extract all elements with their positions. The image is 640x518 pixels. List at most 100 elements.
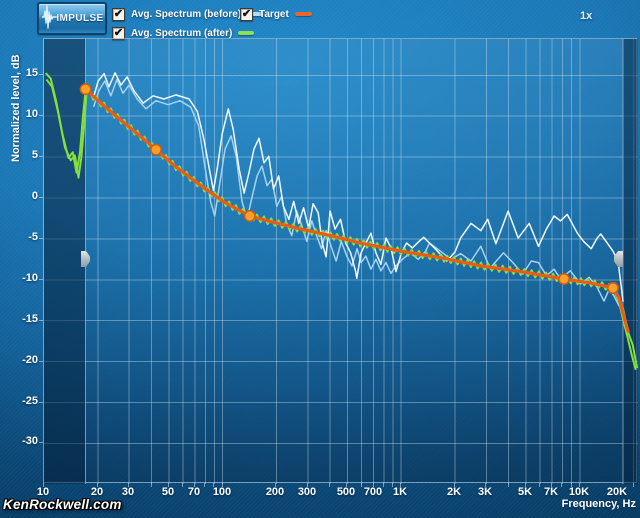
y-tick-label: -10 — [22, 272, 38, 284]
x-tick-label: 500 — [336, 486, 356, 498]
y-tick-mark — [39, 115, 43, 116]
x-tick-mark — [454, 483, 455, 487]
x-tick-mark — [508, 483, 509, 487]
target-control-point[interactable] — [79, 83, 92, 96]
y-tick-label: -25 — [22, 395, 38, 407]
x-tick-mark — [571, 483, 572, 487]
x-tick-mark — [400, 483, 401, 487]
checkmark-icon: ✔ — [113, 26, 124, 39]
x-tick-mark — [539, 483, 540, 487]
x-tick-mark — [633, 483, 634, 487]
x-tick-mark — [182, 483, 183, 487]
y-tick-label: -20 — [22, 354, 38, 366]
series-avg-spectrum-after- — [84, 89, 638, 369]
checkmark-icon: ✔ — [241, 7, 252, 20]
x-tick-mark — [383, 483, 384, 487]
excluded-frequency-band — [623, 39, 638, 484]
x-tick-mark — [561, 483, 562, 487]
x-tick-mark — [43, 483, 44, 487]
x-tick-label: 2K — [446, 486, 462, 498]
x-tick-label: 20K — [606, 486, 628, 498]
x-tick-label: 70 — [187, 486, 201, 498]
after-line-swatch — [238, 31, 255, 35]
x-tick-mark — [213, 483, 214, 487]
legend-label-target: Target — [259, 8, 289, 20]
impulse-button-label: IMPULSE — [56, 13, 104, 24]
x-tick-mark — [222, 483, 223, 487]
x-tick-mark — [329, 483, 330, 487]
spectrum-plot-canvas — [44, 39, 638, 484]
x-tick-mark — [361, 483, 362, 487]
x-axis-title: Frequency, Hz — [561, 498, 636, 510]
y-tick-mark — [39, 442, 43, 443]
y-tick-label: -15 — [22, 313, 38, 325]
impulse-button[interactable]: IMPULSE — [38, 3, 106, 34]
x-tick-label: 1K — [392, 486, 408, 498]
y-tick-label: 5 — [31, 149, 38, 161]
x-tick-label: 20 — [90, 486, 104, 498]
target-control-point[interactable] — [607, 282, 619, 294]
target-checkbox[interactable]: ✔ — [240, 7, 253, 21]
y-tick-mark — [39, 238, 43, 239]
y-tick-mark — [39, 197, 43, 198]
x-tick-label: 50 — [161, 486, 175, 498]
x-tick-mark — [551, 483, 552, 487]
before-line-swatch — [247, 12, 264, 16]
x-tick-label: 3K — [477, 486, 493, 498]
target-control-point[interactable] — [243, 210, 256, 222]
watermark: KenRockwell.com — [3, 497, 122, 512]
x-tick-label: 30 — [121, 486, 135, 498]
low-frequency-range-handle[interactable] — [81, 251, 90, 267]
y-tick-mark — [39, 279, 43, 280]
y-tick-label: -5 — [28, 231, 38, 243]
y-tick-mark — [39, 74, 43, 75]
target-line-swatch — [294, 12, 312, 16]
zoom-level-indicator: 1x — [580, 10, 593, 22]
high-frequency-range-handle[interactable] — [614, 251, 623, 267]
y-tick-mark — [39, 320, 43, 321]
x-tick-mark — [485, 483, 486, 487]
x-tick-mark — [97, 483, 98, 487]
series-avg-spectrum-before-ch2 — [92, 72, 624, 302]
target-control-point[interactable] — [150, 143, 162, 156]
y-tick-label: -30 — [22, 435, 38, 447]
y-tick-label: 0 — [31, 190, 38, 202]
x-tick-mark — [307, 483, 308, 487]
x-tick-label: 200 — [265, 486, 285, 498]
x-tick-label: 10K — [568, 486, 590, 498]
y-tick-label: 15 — [25, 67, 38, 79]
x-tick-mark — [194, 483, 195, 487]
x-tick-mark — [275, 483, 276, 487]
x-tick-mark — [525, 483, 526, 487]
x-tick-label: 100 — [212, 486, 232, 498]
x-tick-mark — [392, 483, 393, 487]
x-tick-mark — [168, 483, 169, 487]
target-control-point[interactable] — [558, 273, 570, 285]
x-tick-mark — [346, 483, 347, 487]
y-tick-mark — [39, 156, 43, 157]
y-tick-mark — [39, 402, 43, 403]
before-checkbox[interactable]: ✔ — [112, 7, 125, 21]
x-tick-label: 7K — [543, 486, 559, 498]
after-checkbox[interactable]: ✔ — [112, 26, 125, 40]
legend-item-target: ✔ Target — [240, 7, 312, 21]
x-tick-mark — [128, 483, 129, 487]
x-tick-mark — [373, 483, 374, 487]
x-tick-label: 700 — [363, 486, 383, 498]
spectrum-plot-area — [43, 38, 638, 484]
x-tick-label: 10 — [36, 486, 50, 498]
x-tick-mark — [151, 483, 152, 487]
checkmark-icon: ✔ — [113, 7, 124, 20]
legend-label-after: Avg. Spectrum (after) — [131, 27, 233, 39]
series-avg-spectrum-after-low-end-ch2 — [46, 79, 88, 179]
legend-item-before: ✔ Avg. Spectrum (before) — [112, 7, 264, 21]
x-tick-label: 5K — [517, 486, 533, 498]
legend-item-after: ✔ Avg. Spectrum (after) — [112, 26, 255, 40]
series-target — [83, 87, 630, 333]
excluded-frequency-band — [44, 39, 86, 484]
y-tick-label: 10 — [25, 108, 38, 120]
x-tick-label: 300 — [297, 486, 317, 498]
x-tick-mark — [579, 483, 580, 487]
x-tick-mark — [204, 483, 205, 487]
